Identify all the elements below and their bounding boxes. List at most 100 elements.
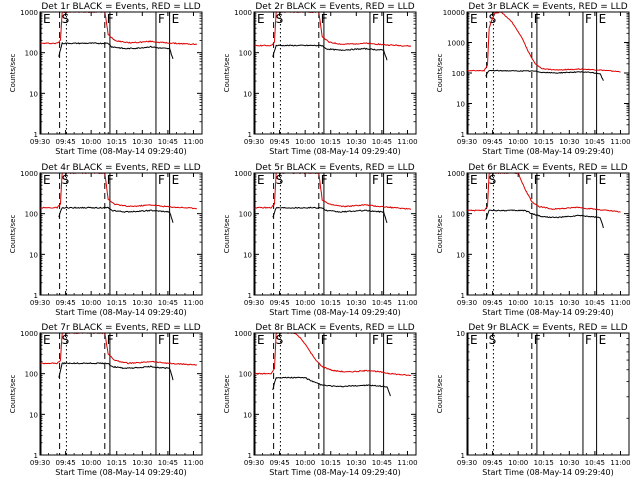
x-tick-label: 10:45 bbox=[585, 459, 605, 467]
y-axis-label: Counts/sec bbox=[436, 375, 444, 414]
event-marker-label: E bbox=[386, 333, 394, 347]
plot-frame bbox=[39, 11, 203, 135]
detector-panel: Det 5r BLACK = Events, RED = LLD 09:30 09:… bbox=[223, 163, 418, 317]
x-tick-label: 09:45 bbox=[482, 459, 502, 467]
event-marker-label: F bbox=[158, 333, 165, 347]
y-axis-label: Counts/sec bbox=[436, 215, 444, 254]
y-tick-label: 10 bbox=[456, 101, 465, 109]
y-tick-label: 10 bbox=[29, 90, 38, 98]
x-axis-label: Start Time (08-May-14 09:29:40) bbox=[55, 308, 186, 317]
y-tick-label: 1 bbox=[248, 131, 252, 139]
x-tick-label: 10:45 bbox=[372, 138, 392, 146]
x-tick-label: 09:30 bbox=[457, 138, 477, 146]
plot-frame bbox=[466, 172, 630, 296]
x-tick-label: 10:00 bbox=[295, 299, 315, 307]
event-marker-label: E bbox=[172, 173, 180, 187]
events-series-line bbox=[58, 206, 174, 223]
y-tick-label: 100 bbox=[25, 211, 38, 219]
event-marker-label: E bbox=[470, 12, 478, 26]
x-tick-label: 09:30 bbox=[457, 459, 477, 467]
x-tick-label: 09:30 bbox=[244, 299, 264, 307]
event-marker-label: E bbox=[172, 12, 180, 26]
x-tick-label: 10:45 bbox=[158, 138, 178, 146]
panel-title: Det 4r BLACK = Events, RED = LLD bbox=[41, 163, 200, 173]
y-tick-label: 1000 bbox=[234, 330, 252, 338]
y-axis-label: Counts/sec bbox=[9, 215, 17, 254]
lld-series-line bbox=[254, 173, 412, 210]
event-marker-label: E bbox=[599, 12, 607, 26]
plot-frame bbox=[466, 11, 630, 135]
event-marker-label: E bbox=[386, 173, 394, 187]
lld-series-line bbox=[40, 333, 197, 366]
y-tick-label: 10 bbox=[29, 251, 38, 259]
y-tick-label: 1 bbox=[34, 292, 38, 300]
x-tick-label: 09:45 bbox=[269, 459, 289, 467]
x-tick-label: 10:00 bbox=[81, 138, 101, 146]
x-axis-label: Start Time (08-May-14 09:29:40) bbox=[55, 147, 186, 156]
event-marker-label: F bbox=[372, 173, 379, 187]
panel-title: Det 2r BLACK = Events, RED = LLD bbox=[255, 2, 414, 12]
plot-frame bbox=[253, 172, 417, 296]
event-marker-label: F bbox=[585, 173, 592, 187]
x-tick-label: 09:45 bbox=[55, 299, 75, 307]
y-tick-label: 10 bbox=[243, 411, 252, 419]
detector-panel: Det 9r BLACK = Events, RED = LLD 09:30 09:… bbox=[436, 323, 631, 477]
x-tick-label: 10:30 bbox=[132, 299, 152, 307]
x-tick-label: 09:45 bbox=[55, 138, 75, 146]
x-axis-label: Start Time (08-May-14 09:29:40) bbox=[482, 468, 613, 477]
x-tick-label: 10:15 bbox=[534, 138, 554, 146]
x-tick-label: 10:00 bbox=[81, 459, 101, 467]
x-tick-label: 09:45 bbox=[55, 459, 75, 467]
y-tick-label: 100 bbox=[452, 70, 465, 78]
x-axis-label: Start Time (08-May-14 09:29:40) bbox=[482, 308, 613, 317]
event-marker-label: S bbox=[62, 12, 70, 26]
panel-title: Det 5r BLACK = Events, RED = LLD bbox=[255, 163, 414, 173]
y-tick-label: 10 bbox=[243, 90, 252, 98]
y-tick-label: 1000 bbox=[234, 9, 252, 17]
x-tick-label: 10:30 bbox=[346, 299, 366, 307]
x-tick-label: 11:00 bbox=[610, 299, 630, 307]
event-marker-label: E bbox=[257, 333, 265, 347]
plot-frame bbox=[466, 332, 630, 456]
event-marker-label: E bbox=[599, 333, 607, 347]
y-tick-label: 1 bbox=[248, 452, 252, 460]
y-axis-label: Counts/sec bbox=[9, 54, 17, 93]
event-marker-label: F bbox=[372, 12, 379, 26]
y-tick-label: 10 bbox=[456, 251, 465, 259]
x-tick-label: 09:30 bbox=[457, 299, 477, 307]
detector-panel: Det 8r BLACK = Events, RED = LLD 09:30 09:… bbox=[223, 323, 418, 477]
y-tick-label: 1 bbox=[34, 131, 38, 139]
y-tick-label: 1 bbox=[461, 452, 465, 460]
events-series-line bbox=[272, 44, 388, 61]
x-tick-label: 10:00 bbox=[508, 459, 528, 467]
x-tick-label: 10:15 bbox=[107, 459, 127, 467]
events-series-line bbox=[58, 362, 174, 381]
x-tick-label: 10:00 bbox=[81, 299, 101, 307]
lld-series-line bbox=[467, 12, 621, 73]
event-marker-label: E bbox=[257, 173, 265, 187]
x-tick-label: 11:00 bbox=[183, 138, 203, 146]
y-tick-label: 100 bbox=[452, 211, 465, 219]
y-tick-label: 1 bbox=[461, 131, 465, 139]
x-tick-label: 10:30 bbox=[346, 138, 366, 146]
y-tick-label: 100 bbox=[239, 50, 252, 58]
x-tick-label: 09:30 bbox=[244, 459, 264, 467]
lld-series-line bbox=[254, 12, 412, 48]
y-axis-label: Counts/sec bbox=[9, 375, 17, 414]
y-tick-label: 1000 bbox=[447, 40, 465, 48]
y-tick-label: 1000 bbox=[20, 170, 38, 178]
x-tick-label: 10:00 bbox=[508, 299, 528, 307]
y-tick-label: 100 bbox=[25, 371, 38, 379]
x-tick-label: 10:00 bbox=[508, 138, 528, 146]
y-tick-label: 1000 bbox=[234, 170, 252, 178]
event-marker-label: E bbox=[43, 173, 51, 187]
x-tick-label: 10:30 bbox=[132, 459, 152, 467]
x-tick-label: 09:30 bbox=[30, 138, 50, 146]
x-tick-label: 11:00 bbox=[397, 138, 417, 146]
y-tick-label: 100 bbox=[239, 211, 252, 219]
lld-series-line bbox=[254, 333, 412, 377]
event-marker-label: E bbox=[470, 333, 478, 347]
lld-series-line bbox=[467, 173, 621, 213]
events-series-line bbox=[58, 41, 174, 60]
event-marker-label: E bbox=[43, 333, 51, 347]
